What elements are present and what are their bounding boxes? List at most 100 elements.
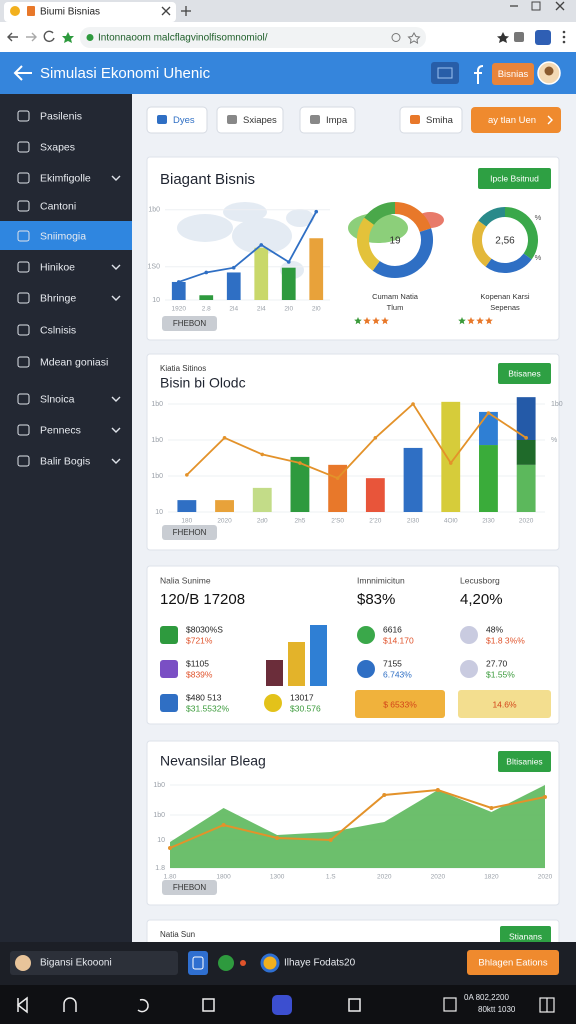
line-point	[176, 280, 181, 284]
social-icon[interactable]	[474, 65, 484, 84]
line-point	[543, 795, 547, 799]
taskbar-app[interactable]	[218, 955, 234, 971]
sidebar-icon	[17, 424, 30, 436]
bar	[215, 500, 234, 512]
toolbar-button[interactable]	[146, 106, 208, 134]
area	[170, 785, 545, 868]
sidebar-item: Sniimogia	[40, 230, 86, 242]
nav-assistant[interactable]	[272, 995, 292, 1015]
toolbar-button[interactable]	[299, 106, 356, 134]
back-button[interactable]	[7, 32, 18, 42]
card-button[interactable]	[478, 168, 551, 189]
metric-icon	[160, 694, 178, 712]
map-shape	[223, 202, 267, 222]
donut-segment	[478, 207, 506, 227]
line	[186, 402, 527, 480]
metric-pill[interactable]	[355, 690, 445, 718]
toolbar-action[interactable]	[471, 107, 561, 133]
toolbar-button[interactable]	[216, 106, 284, 134]
metric-pill[interactable]	[458, 690, 551, 718]
donut-caption: Sepenas	[490, 303, 520, 312]
x-tick-label: 4Ol0	[444, 518, 458, 525]
header-icon[interactable]	[431, 62, 459, 84]
metric-value: $83%	[357, 591, 395, 608]
footer-button[interactable]	[162, 880, 217, 895]
line-point	[231, 265, 236, 270]
nav-window[interactable]	[443, 997, 457, 1012]
taskbar-app[interactable]	[260, 953, 280, 973]
menu-dot	[562, 30, 566, 34]
taskbar-app[interactable]	[188, 951, 208, 975]
x-tick-label: 2020	[519, 518, 534, 525]
nav-home[interactable]	[63, 997, 77, 1012]
nav-recents[interactable]	[202, 998, 215, 1012]
bar	[516, 397, 536, 440]
metric-pill-label: $ 6533%	[383, 699, 417, 709]
sidebar-item: Pasilenis	[40, 110, 82, 122]
taskbar-item[interactable]	[10, 951, 178, 975]
metric-icon	[264, 694, 282, 712]
line-point	[275, 836, 280, 840]
favicon	[10, 6, 20, 16]
card-kicker: Natia Sun	[160, 930, 195, 939]
nav-back[interactable]	[16, 996, 28, 1014]
nav-square[interactable]	[348, 998, 361, 1012]
forward-button[interactable]	[26, 32, 37, 42]
line-point	[486, 411, 491, 415]
rating-star	[354, 317, 362, 325]
x-tick-label: 2020	[217, 518, 232, 525]
bar	[252, 487, 272, 512]
sidebar-item: Balir Bogis	[40, 455, 90, 467]
sidebar-chevron[interactable]	[111, 175, 121, 181]
rating-star	[485, 317, 493, 325]
nav-refresh[interactable]	[137, 998, 149, 1013]
card-button[interactable]	[498, 363, 551, 384]
bar	[516, 440, 536, 465]
bar	[226, 272, 241, 300]
metric-item-value: $8030%S	[186, 624, 223, 634]
header-button[interactable]	[492, 63, 534, 85]
metric-item-value: $480 513	[186, 692, 222, 702]
header-back[interactable]	[13, 65, 32, 81]
donut-caption: Kopenan Karsi	[480, 292, 530, 301]
mini-bar	[310, 625, 327, 686]
x-tick-label: 2'20	[369, 518, 381, 525]
donut-caption: Cumam Natia	[372, 292, 419, 301]
toolbar-button[interactable]	[399, 106, 463, 134]
y2-tick-label: %	[551, 437, 557, 444]
x-tick-label: 2l0	[312, 306, 321, 313]
sidebar-chevron[interactable]	[111, 396, 121, 402]
footer-button[interactable]	[162, 316, 217, 331]
donut-segment	[472, 220, 492, 267]
line-point	[260, 452, 265, 457]
sidebar-chevron[interactable]	[111, 458, 121, 464]
sidebar-item: Hinikoe	[40, 261, 75, 273]
line-point	[373, 436, 378, 440]
line	[178, 211, 318, 283]
card-title: Biagant Bisnis	[160, 171, 255, 188]
metric-value: 4,20%	[460, 591, 503, 608]
sidebar-chevron[interactable]	[111, 295, 121, 301]
footer-button[interactable]	[162, 525, 217, 540]
sidebar-chevron[interactable]	[111, 264, 121, 270]
line-point	[524, 436, 528, 440]
donut-segment	[372, 228, 433, 278]
taskbar-button[interactable]	[467, 950, 559, 975]
metric-label: Lecusborg	[460, 575, 500, 585]
line-point	[222, 436, 227, 440]
reload-button[interactable]	[43, 30, 55, 43]
taskbar-avatar	[15, 955, 31, 971]
url-field[interactable]	[80, 27, 426, 48]
metric-item-value: 7155	[383, 658, 402, 668]
card-button[interactable]	[498, 751, 551, 772]
toolbar-label: Dyes	[173, 115, 195, 126]
donut-caption: Tlum	[387, 303, 404, 312]
favicon-2	[27, 6, 35, 16]
sidebar-chevron[interactable]	[111, 427, 121, 433]
toolbar-label: Smiha	[426, 115, 454, 126]
card-button[interactable]	[500, 926, 551, 947]
secure-icon	[86, 34, 94, 41]
line-point	[259, 243, 264, 247]
status-text: 0A 802,2200	[464, 993, 509, 1002]
x-tick-label: 1820	[484, 874, 499, 881]
